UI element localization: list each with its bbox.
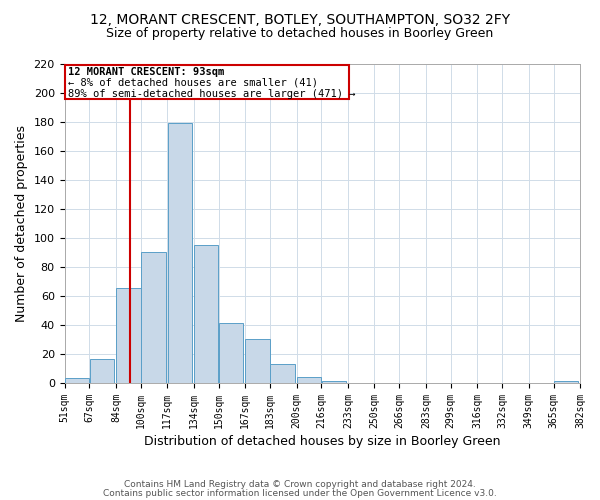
Bar [554, 381, 578, 382]
Bar [116, 288, 140, 382]
Bar [322, 381, 346, 382]
Text: Size of property relative to detached houses in Boorley Green: Size of property relative to detached ho… [106, 28, 494, 40]
Text: ← 8% of detached houses are smaller (41): ← 8% of detached houses are smaller (41) [68, 78, 319, 88]
Text: Contains public sector information licensed under the Open Government Licence v3: Contains public sector information licen… [103, 490, 497, 498]
Bar [297, 377, 321, 382]
Bar [89, 360, 114, 382]
Bar [167, 124, 192, 382]
Bar [219, 323, 244, 382]
Text: 12 MORANT CRESCENT: 93sqm: 12 MORANT CRESCENT: 93sqm [68, 67, 224, 77]
Bar [245, 339, 270, 382]
Bar [194, 245, 218, 382]
Bar [141, 252, 166, 382]
X-axis label: Distribution of detached houses by size in Boorley Green: Distribution of detached houses by size … [144, 434, 500, 448]
Y-axis label: Number of detached properties: Number of detached properties [15, 125, 28, 322]
Bar [65, 378, 89, 382]
Text: Contains HM Land Registry data © Crown copyright and database right 2024.: Contains HM Land Registry data © Crown c… [124, 480, 476, 489]
FancyBboxPatch shape [65, 64, 349, 99]
Text: 89% of semi-detached houses are larger (471) →: 89% of semi-detached houses are larger (… [68, 90, 356, 100]
Text: 12, MORANT CRESCENT, BOTLEY, SOUTHAMPTON, SO32 2FY: 12, MORANT CRESCENT, BOTLEY, SOUTHAMPTON… [90, 12, 510, 26]
Bar [271, 364, 295, 382]
